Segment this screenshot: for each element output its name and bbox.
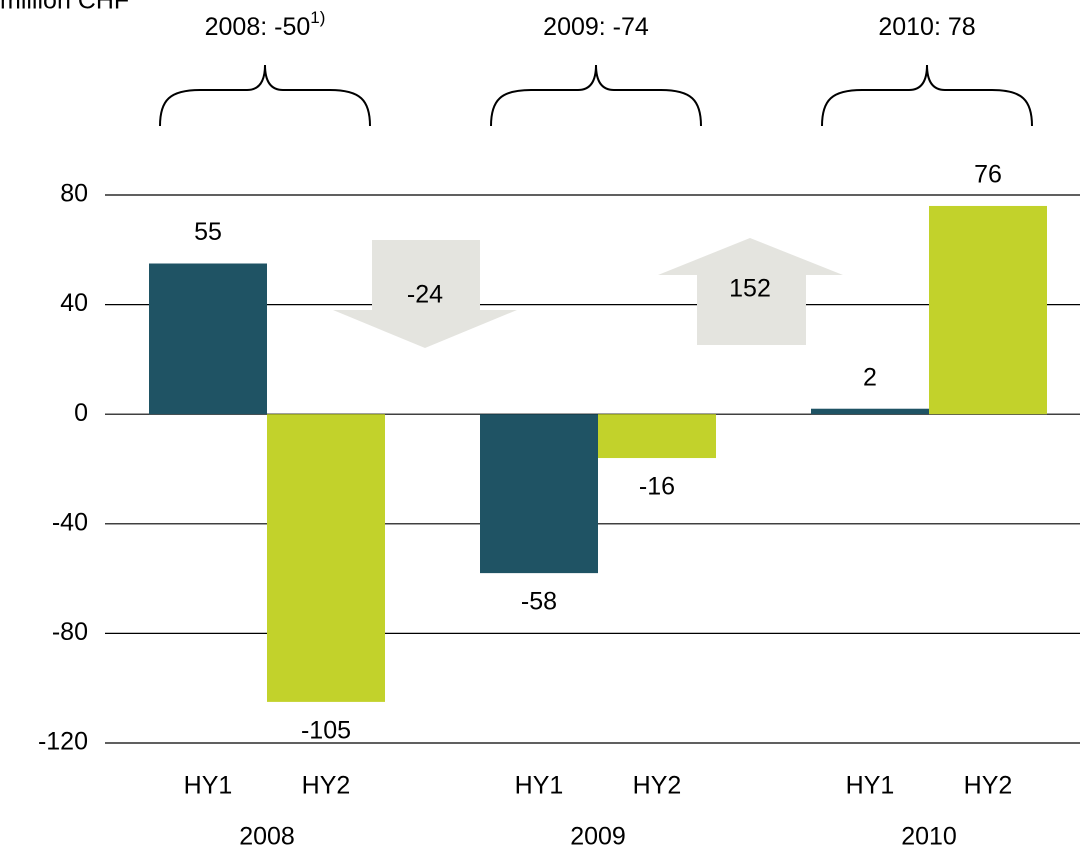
x-tick-label: HY2	[964, 772, 1013, 800]
data-label: 55	[194, 218, 222, 246]
year-total-text: 2010: 78	[878, 13, 975, 41]
x-tick-label: HY1	[184, 772, 233, 800]
change-arrow	[658, 238, 843, 345]
data-label: 2	[863, 363, 877, 391]
data-label: -58	[521, 588, 557, 616]
bar	[480, 414, 598, 574]
bar	[149, 263, 267, 415]
data-label: -105	[301, 717, 351, 745]
group-label: 2008	[239, 823, 295, 851]
brace	[821, 64, 1033, 127]
year-total: 2008: -501)	[205, 8, 326, 40]
data-label: 76	[974, 161, 1002, 189]
footnote-mark: 1)	[310, 8, 325, 27]
bar	[811, 408, 929, 415]
brace	[159, 64, 371, 127]
year-total-text: 2008: -50	[205, 13, 311, 41]
y-tick-label: -120	[38, 728, 88, 756]
x-tick-label: HY2	[633, 772, 682, 800]
y-tick-label: -80	[52, 618, 88, 646]
year-total: 2009: -74	[543, 13, 649, 41]
year-total-text: 2009: -74	[543, 13, 649, 41]
group-label: 2009	[570, 823, 626, 851]
change-label: -24	[407, 281, 443, 309]
data-label: -16	[639, 473, 675, 501]
brace	[490, 64, 702, 127]
year-total: 2010: 78	[878, 13, 975, 41]
change-label: 152	[729, 275, 771, 303]
y-tick-label: 40	[60, 289, 88, 317]
x-tick-label: HY1	[515, 772, 564, 800]
bar	[929, 205, 1047, 415]
x-tick-label: HY2	[302, 772, 351, 800]
bar	[598, 414, 716, 459]
x-tick-label: HY1	[846, 772, 895, 800]
y-tick-label: -40	[52, 508, 88, 536]
y-tick-label: 0	[74, 399, 88, 427]
group-label: 2010	[901, 823, 957, 851]
y-tick-label: 80	[60, 180, 88, 208]
chart-subtitle: million CHF	[0, 0, 129, 15]
bar	[267, 414, 385, 702]
change-arrow	[333, 240, 517, 348]
